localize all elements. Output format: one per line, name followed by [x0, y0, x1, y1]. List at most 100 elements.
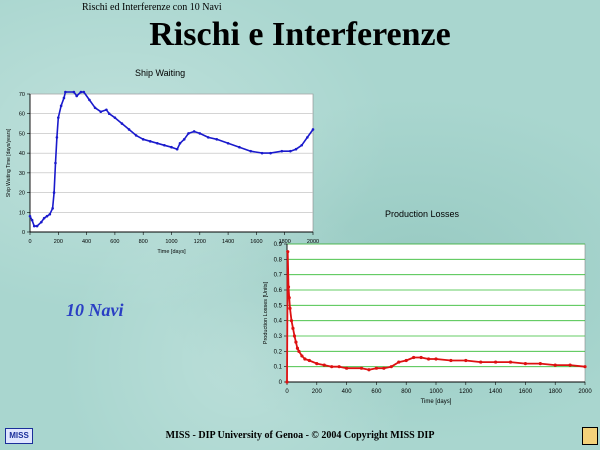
data-point	[289, 319, 294, 323]
data-point	[568, 363, 572, 367]
data-point	[120, 122, 124, 125]
data-point	[40, 220, 43, 224]
y-tick-label: 0.3	[274, 334, 283, 340]
data-point	[32, 224, 36, 228]
x-tick-label: 600	[110, 239, 119, 245]
x-tick-label: 800	[139, 239, 148, 245]
data-point	[288, 306, 292, 310]
data-point	[374, 366, 378, 370]
data-point	[79, 90, 83, 94]
x-tick-label: 0	[28, 239, 31, 245]
data-point	[523, 362, 527, 366]
data-point	[538, 362, 542, 366]
data-point	[182, 138, 186, 141]
y-axis-label: Production Losses [Units]	[263, 281, 269, 344]
data-point	[64, 90, 67, 94]
data-point	[163, 143, 166, 147]
y-tick-label: 0.8	[274, 257, 283, 263]
data-point	[54, 161, 57, 165]
ship-waiting-chart: 0 10 20 30 40 50 60 70 0 200 400 600 800 1000 1200 1400…	[6, 90, 319, 255]
data-point	[292, 334, 297, 338]
data-point	[75, 94, 78, 98]
x-axis-label: Time [days]	[157, 249, 186, 255]
y-tick-label: 0	[22, 230, 25, 236]
data-point	[280, 149, 284, 153]
data-point	[28, 214, 32, 218]
navi-count-label: 10 Navi	[66, 300, 124, 320]
x-tick-label: 1400	[489, 389, 503, 395]
data-point	[72, 90, 76, 94]
data-point	[494, 360, 498, 364]
production-losses-chart: 0 0.1 0.2 0.3 0.4 0.5 0.6 0.7 0.8 0.9 0 200 400 600 80…	[263, 242, 592, 405]
data-point	[187, 132, 190, 135]
data-point	[330, 365, 334, 369]
data-point	[508, 360, 513, 364]
x-axis-label: Time [days]	[421, 399, 452, 405]
data-point	[206, 136, 210, 139]
data-point	[35, 224, 39, 228]
data-point	[300, 143, 303, 147]
data-point	[289, 149, 292, 153]
x-tick-label: 600	[371, 389, 382, 395]
chart-title-ship-waiting: Ship Waiting	[135, 68, 186, 78]
y-tick-label: 0.2	[274, 349, 283, 355]
data-point	[215, 138, 219, 141]
data-point	[52, 191, 56, 194]
data-point	[311, 128, 315, 131]
y-tick-label: 0.7	[274, 273, 283, 279]
data-point	[93, 106, 97, 110]
data-point	[198, 132, 202, 135]
y-tick-label: 0.1	[274, 365, 283, 371]
data-point	[382, 366, 386, 370]
data-point	[412, 355, 416, 360]
data-point	[48, 212, 52, 216]
data-point	[226, 141, 230, 145]
y-tick-label: 60	[19, 112, 25, 118]
y-tick-label: 50	[19, 131, 25, 137]
y-tick-label: 0.6	[274, 288, 283, 294]
data-point	[287, 296, 291, 300]
data-point	[141, 138, 145, 141]
data-point	[404, 358, 408, 363]
data-point	[367, 368, 371, 372]
data-point	[249, 149, 253, 153]
y-tick-label: 40	[19, 151, 25, 157]
data-point	[45, 214, 49, 218]
slide-header: Rischi ed Interferenze con 10 Navi	[82, 2, 222, 13]
x-tick-label: 1400	[222, 239, 234, 245]
data-point	[175, 147, 179, 151]
y-tick-label: 30	[19, 171, 25, 177]
data-point	[307, 358, 311, 363]
data-point	[170, 145, 173, 149]
x-tick-label: 1000	[165, 239, 177, 245]
plot-area	[29, 93, 314, 233]
x-tick-label: 200	[312, 389, 323, 395]
data-point	[127, 128, 131, 131]
footer-copyright: MISS - DIP University of Genoa - © 2004 …	[165, 430, 435, 441]
data-point	[426, 357, 431, 361]
y-tick-label: 70	[19, 92, 25, 98]
data-point	[583, 365, 587, 369]
data-point	[88, 98, 91, 102]
data-point	[51, 207, 54, 210]
data-point	[57, 116, 60, 119]
data-point	[113, 116, 117, 119]
slide-title: Rischi e Interferenze	[149, 16, 451, 53]
data-point	[434, 357, 438, 361]
data-point	[238, 145, 241, 149]
data-point	[306, 136, 309, 139]
plot-area	[286, 243, 586, 383]
x-tick-label: 1800	[549, 389, 563, 395]
chart-title-production-losses: Production Losses	[385, 209, 460, 219]
university-seal-icon	[582, 427, 598, 445]
data-point	[419, 355, 423, 360]
miss-logo: MISS	[5, 428, 33, 444]
data-point	[105, 108, 108, 112]
x-tick-label: 2000	[307, 239, 319, 245]
y-tick-label: 0.4	[274, 319, 283, 325]
data-point	[294, 340, 298, 344]
data-point	[286, 285, 291, 289]
data-point	[297, 349, 301, 353]
data-point	[286, 250, 290, 254]
x-tick-label: 1200	[194, 239, 206, 245]
